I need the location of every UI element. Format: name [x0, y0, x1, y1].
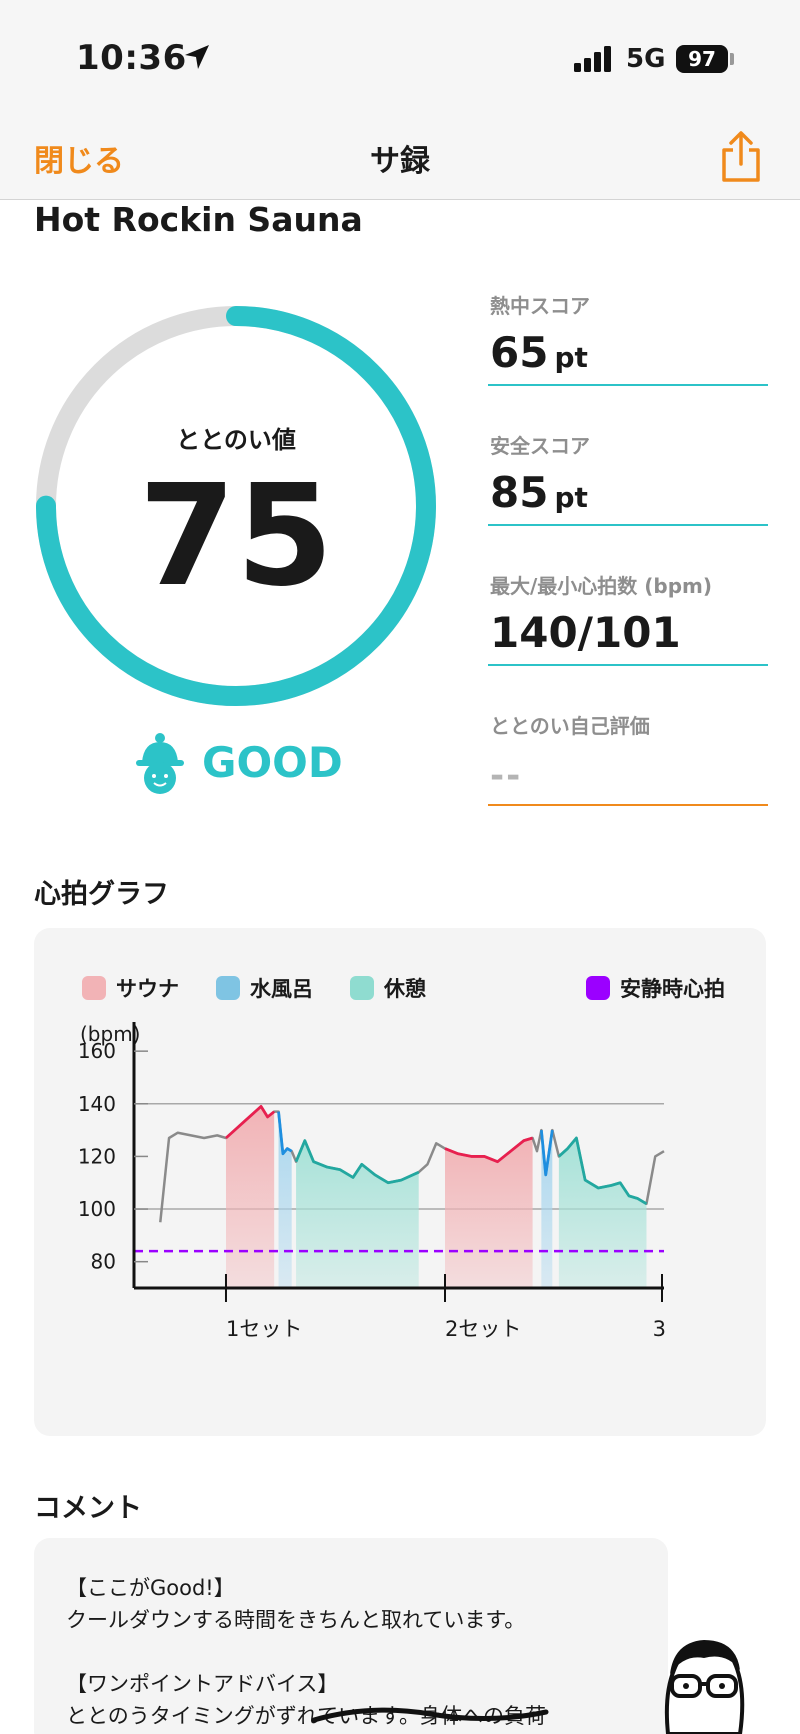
ring-value: 75: [138, 455, 334, 618]
heart-rate-chart: 160 140 120 100 80 1セット 2セット 3: [78, 1022, 666, 1341]
phase-line-sauna-3: [444, 1136, 533, 1164]
y-tick-label-120: 120: [78, 1144, 116, 1168]
legend-sauna: サウナ: [82, 976, 179, 1002]
rating-label: GOOD: [202, 738, 343, 787]
battery-tip: [730, 53, 734, 65]
phase-area-water-1: [278, 1111, 292, 1288]
heart-rate-range: 最大/最小心拍数 (bpm) 140/101: [488, 570, 768, 666]
phase-line-water-4: [539, 1129, 554, 1177]
phase-area-rest-5: [558, 1138, 647, 1288]
legend-swatch-water: [216, 976, 240, 1000]
legend-resting-hr: 安静時心拍: [586, 976, 725, 1002]
battery-icon: 97: [676, 45, 728, 73]
navigation-bar: 閉じる サ録: [0, 110, 800, 200]
y-tick-label-160: 160: [78, 1039, 116, 1063]
sauna-name: Hot Rockin Sauna: [34, 200, 363, 239]
comment-title: コメント: [34, 1493, 142, 1524]
x-tick-label-2: 2セット: [445, 1317, 521, 1341]
ring-progress: [36, 306, 436, 706]
share-icon[interactable]: [718, 130, 764, 184]
cellular-signal-icon: [574, 46, 611, 72]
heart-graph-card: サウナ 水風呂 休憩 安静時心拍 (bpm) 160 140 120 100 80 1セッ…: [34, 928, 766, 1436]
x-tick-label-3: 3: [653, 1317, 666, 1341]
phase-area-rest-2: [296, 1140, 419, 1288]
comment-line-4: 【ワンポイントアドバイス】: [66, 1672, 339, 1696]
y-tick-label-140: 140: [78, 1092, 116, 1116]
phase-line-water-1: [277, 1111, 293, 1156]
y-axis-unit: (bpm): [80, 1022, 141, 1046]
comment-line-1: 【ここがGood!】: [66, 1576, 235, 1600]
phase-area-sauna-0: [225, 1106, 275, 1288]
heat-score: 熱中スコア 65 pt: [488, 290, 768, 386]
heart-rate-range-value: 140/101: [490, 608, 681, 657]
legend-swatch-resting-hr: [586, 976, 610, 1000]
safety-score-label: 安全スコア: [490, 434, 590, 458]
self-evaluation-label: ととのい自己評価: [490, 714, 650, 738]
scribble-mark: [311, 1707, 549, 1723]
status-time: 10:36: [76, 38, 187, 78]
self-evaluation[interactable]: ととのい自己評価 --: [488, 710, 768, 806]
phase-line-rest-5: [557, 1136, 648, 1205]
status-bar: 10:36 5G 97: [0, 0, 800, 110]
heart-graph-title: 心拍グラフ: [34, 879, 169, 910]
self-evaluation-value: --: [490, 756, 523, 796]
legend-swatch-sauna: [82, 976, 106, 1000]
x-tick-label-1: 1セット: [226, 1317, 302, 1341]
comment-line-2: クールダウンする時間をきちんと取れています。: [66, 1608, 526, 1632]
heat-score-label: 熱中スコア: [490, 294, 590, 318]
phase-line-sauna-0: [225, 1105, 276, 1140]
phase-line-rest-2: [294, 1139, 420, 1185]
safety-score: 安全スコア 85 pt: [488, 430, 768, 526]
safety-score-value: 85 pt: [490, 468, 588, 517]
y-tick-label-100: 100: [78, 1197, 116, 1221]
legend-swatch-rest: [350, 976, 374, 1000]
sauna-hat-mascot-icon: [136, 733, 184, 794]
close-button[interactable]: 閉じる: [34, 144, 124, 179]
network-type: 5G: [626, 44, 666, 74]
y-tick-label-80: 80: [91, 1250, 116, 1274]
heat-score-value: 65 pt: [490, 328, 588, 377]
totonoi-ring-gauge: [36, 306, 436, 706]
comment-card: 【ここがGood!】 クールダウンする時間をきちんと取れています。 【ワンポイン…: [34, 1538, 668, 1734]
legend-rest: 休憩: [350, 976, 426, 1002]
page-title: サ録: [370, 144, 430, 179]
ring-label: ととのい値: [176, 426, 296, 454]
phase-area-sauna-3: [444, 1138, 533, 1288]
advisor-avatar: [664, 1640, 745, 1734]
heart-rate-range-label: 最大/最小心拍数 (bpm): [490, 574, 713, 598]
legend-water: 水風呂: [216, 976, 313, 1002]
location-arrow-icon: [185, 45, 209, 69]
